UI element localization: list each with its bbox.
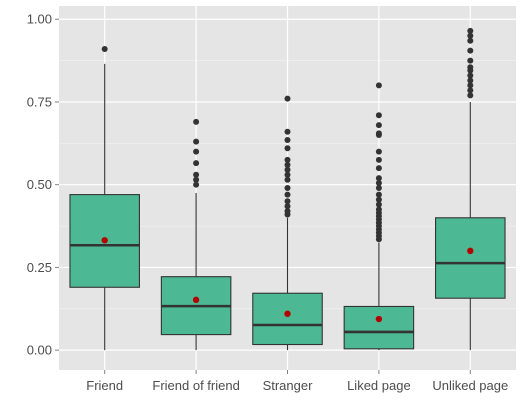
mean-point xyxy=(467,247,474,255)
x-tick-label: Liked page xyxy=(347,378,411,393)
outlier-point xyxy=(375,165,382,172)
mean-point xyxy=(101,237,108,244)
y-tick-label: 0.50 xyxy=(27,177,52,192)
outlier-point xyxy=(467,72,474,79)
outlier-point xyxy=(467,57,474,64)
boxes xyxy=(69,27,506,351)
outlier-point xyxy=(193,118,200,125)
outlier-point xyxy=(284,171,291,178)
outlier-point xyxy=(284,156,291,163)
outlier-point xyxy=(193,181,200,188)
outlier-point xyxy=(284,191,291,198)
outlier-point xyxy=(193,148,200,155)
outlier-point xyxy=(467,82,474,89)
outlier-point xyxy=(284,185,291,191)
outlier-point xyxy=(375,148,382,155)
outlier-point xyxy=(375,122,382,129)
outlier-point xyxy=(284,208,291,215)
box-iqr xyxy=(435,217,506,299)
outlier-point xyxy=(375,196,382,203)
outlier-point xyxy=(193,171,200,178)
box-iqr xyxy=(252,292,323,346)
outlier-point xyxy=(193,160,200,167)
x-tick-label: Friend xyxy=(86,378,123,393)
outlier-point xyxy=(284,166,291,173)
y-axis: 0.00 0.25 0.50 0.75 1.00 xyxy=(27,12,59,358)
box-iqr xyxy=(343,305,415,350)
outlier-point xyxy=(193,176,200,183)
mean-point xyxy=(192,296,200,304)
outlier-point xyxy=(375,130,382,137)
x-tick-label: Unliked page xyxy=(432,378,508,393)
box-group xyxy=(435,27,506,351)
outlier-point xyxy=(467,87,474,94)
outlier-point xyxy=(375,112,382,119)
mean-point xyxy=(375,315,383,323)
outlier-point xyxy=(375,175,382,182)
outlier-point xyxy=(467,77,474,84)
outlier-point xyxy=(375,82,382,89)
outlier-point xyxy=(284,95,291,102)
y-tick-label: 0.25 xyxy=(27,260,52,275)
x-axis: Friend Friend of friend Stranger Liked page… xyxy=(86,370,508,393)
y-tick-label: 0.00 xyxy=(27,343,52,358)
outlier-point xyxy=(284,176,291,183)
outlier-point xyxy=(193,138,200,145)
outlier-point xyxy=(375,206,382,213)
y-tick-label: 1.00 xyxy=(27,12,52,27)
outlier-point xyxy=(467,47,474,54)
outlier-point xyxy=(284,161,291,168)
outlier-point xyxy=(467,64,474,71)
outlier-point xyxy=(284,198,291,205)
outlier-point xyxy=(375,180,382,187)
outlier-point xyxy=(101,46,108,53)
outlier-point xyxy=(467,92,474,99)
box-group xyxy=(252,95,323,351)
outlier-point xyxy=(284,128,291,135)
outlier-point xyxy=(375,156,382,163)
x-tick-label: Stranger xyxy=(263,378,314,393)
outlier-point xyxy=(375,201,382,208)
outlier-point xyxy=(467,32,474,39)
y-tick-label: 0.75 xyxy=(27,94,52,109)
x-tick-label: Friend of friend xyxy=(152,378,239,393)
outlier-point xyxy=(375,185,382,191)
outlier-point xyxy=(284,203,291,210)
outlier-point xyxy=(284,145,291,152)
box-group xyxy=(69,46,140,351)
outlier-point xyxy=(467,37,474,44)
outlier-point xyxy=(467,27,474,34)
outlier-point xyxy=(375,191,382,198)
mean-point xyxy=(284,310,291,317)
box-group xyxy=(160,118,232,351)
box-group xyxy=(343,82,415,351)
outlier-point xyxy=(284,137,291,144)
